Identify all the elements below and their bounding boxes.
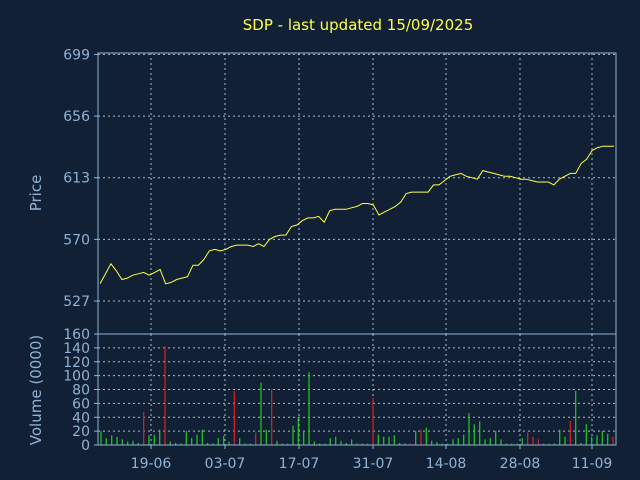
volume-plot-frame	[97, 333, 617, 446]
volume-y-tick: 100	[63, 369, 90, 385]
volume-y-tick: 20	[72, 424, 90, 440]
price-gridlines	[98, 53, 616, 334]
price-y-tick: 570	[63, 232, 90, 248]
price-line	[99, 145, 614, 285]
date-tick-label: 17-07	[279, 456, 320, 472]
date-tick-label: 11-09	[572, 456, 613, 472]
volume-gridlines	[98, 334, 616, 445]
volume-y-tick: 160	[63, 327, 90, 343]
price-y-tick: 527	[63, 294, 90, 310]
date-tick-label: 14-08	[426, 456, 467, 472]
volume-y-tick: 120	[63, 355, 90, 371]
price-y-tick-labels: 699 656 613 570 527	[63, 47, 98, 310]
date-tick-label: 19-06	[131, 456, 172, 472]
volume-axis-label: Volume (0000)	[27, 335, 45, 445]
date-tick-label: 28-08	[500, 456, 541, 472]
volume-bars	[100, 346, 614, 445]
price-y-tick: 613	[63, 171, 90, 187]
volume-y-tick: 60	[72, 396, 90, 412]
price-axis-label: Price	[27, 175, 45, 212]
chart-title: SDP - last updated 15/09/2025	[243, 16, 474, 34]
price-y-tick: 699	[63, 47, 90, 63]
volume-y-tick: 0	[81, 438, 90, 454]
date-tick-label: 03-07	[205, 456, 246, 472]
date-tick-labels: 19-06 03-07 17-07 31-07 14-08 28-08 11-09	[131, 445, 613, 472]
price-y-tick: 656	[63, 109, 90, 125]
date-tick-label: 31-07	[353, 456, 394, 472]
volume-y-tick: 80	[72, 383, 90, 399]
volume-y-tick: 40	[72, 410, 90, 426]
volume-y-tick: 140	[63, 341, 90, 357]
price-plot-frame	[97, 52, 617, 335]
